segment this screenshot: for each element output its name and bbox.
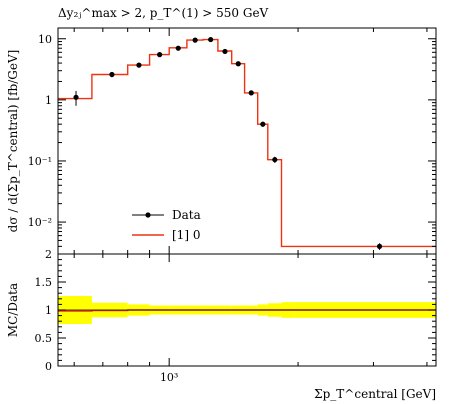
ratio-y-tick-label: 0.5 bbox=[35, 332, 53, 345]
y-tick-label: 10⁻¹ bbox=[28, 155, 52, 168]
chart-title: Δy₂ⱼ^max > 2, p_T^(1) > 550 GeV bbox=[58, 6, 269, 20]
data-point bbox=[208, 36, 214, 43]
ratio-y-axis-label: MC/Data bbox=[6, 283, 20, 337]
data-point bbox=[192, 37, 198, 43]
data-point bbox=[175, 45, 181, 51]
x-tick-label: 10³ bbox=[160, 371, 178, 384]
y-axis-label: dσ / d(Σp_T^central) [fb/GeV] bbox=[6, 50, 20, 233]
data-point bbox=[235, 61, 241, 67]
y-tick-label: 1 bbox=[45, 94, 52, 107]
legend-data-marker bbox=[145, 212, 151, 218]
upper-plot-frame bbox=[57, 27, 437, 255]
data-point bbox=[109, 71, 115, 78]
x-axis-label: Σp_T^central [GeV] bbox=[314, 387, 436, 401]
data-point bbox=[73, 94, 79, 100]
data-point bbox=[260, 121, 266, 127]
data-point bbox=[136, 62, 142, 68]
data-point bbox=[157, 52, 163, 58]
data-point bbox=[248, 90, 254, 96]
data-point bbox=[222, 48, 228, 55]
ratio-y-tick-label: 2 bbox=[45, 248, 52, 261]
data-point bbox=[376, 243, 383, 249]
ratio-y-tick-label: 1 bbox=[45, 304, 52, 317]
legend-mc-label: [1] 0 bbox=[172, 228, 200, 242]
mc-histogram-line bbox=[58, 38, 436, 248]
legend-data-label: Data bbox=[172, 208, 201, 222]
ratio-y-tick-label: 1.5 bbox=[35, 276, 53, 289]
ratio-y-tick-label: 0 bbox=[45, 360, 52, 373]
y-tick-label: 10 bbox=[38, 33, 52, 46]
data-point bbox=[272, 157, 278, 163]
y-tick-label: 10⁻² bbox=[28, 216, 52, 229]
